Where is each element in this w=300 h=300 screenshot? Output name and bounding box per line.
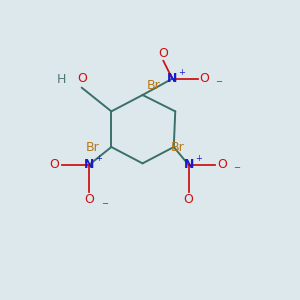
Text: Br: Br bbox=[86, 140, 100, 154]
Text: −: − bbox=[233, 163, 240, 172]
Text: N: N bbox=[167, 72, 178, 85]
Text: O: O bbox=[77, 72, 87, 85]
Text: Br: Br bbox=[147, 79, 161, 92]
Text: O: O bbox=[217, 158, 227, 171]
Text: O: O bbox=[199, 72, 209, 85]
Text: −: − bbox=[101, 199, 108, 208]
Text: O: O bbox=[50, 158, 59, 171]
Text: +: + bbox=[95, 154, 102, 163]
Text: Br: Br bbox=[171, 140, 184, 154]
Text: N: N bbox=[184, 158, 194, 171]
Text: +: + bbox=[178, 68, 185, 76]
Text: O: O bbox=[158, 47, 168, 60]
Text: O: O bbox=[84, 193, 94, 206]
Text: H: H bbox=[57, 73, 66, 86]
Text: −: − bbox=[215, 77, 222, 86]
Text: +: + bbox=[195, 154, 202, 163]
Text: O: O bbox=[184, 193, 194, 206]
Text: N: N bbox=[84, 158, 94, 171]
